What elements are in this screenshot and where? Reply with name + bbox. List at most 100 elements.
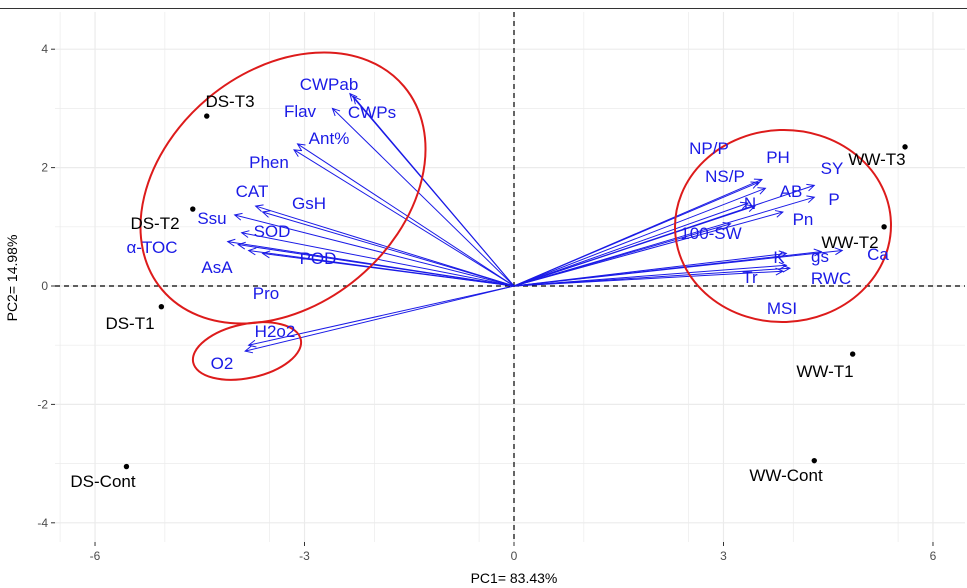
arrowhead-pro: [247, 247, 257, 256]
arrowhead-flav: [331, 107, 341, 117]
arrow-ns-p: [513, 181, 759, 287]
variable-label-pn: Pn: [793, 210, 814, 229]
point-ds-t3: [204, 113, 210, 119]
arrowhead-rwc: [778, 261, 788, 270]
y-tick-label: 4: [41, 42, 48, 56]
arrowhead-o2: [244, 345, 254, 354]
point-ww-t1: [849, 351, 856, 357]
arrowhead-p: [806, 195, 816, 203]
variable-label-alpha-toc: α-TOC: [126, 238, 177, 257]
point-ds-t2: [190, 206, 196, 212]
axis-ticks: -6 -3 0 3 6 -4 -2 0 2 4: [37, 42, 936, 563]
arrow-pro: [248, 249, 515, 287]
variable-label-sod: SOD: [254, 222, 291, 241]
variable-label-ssu: Ssu: [197, 209, 226, 228]
x-axis-title: PC1= 83.43%: [471, 570, 558, 586]
arrowhead-n: [746, 204, 757, 213]
variable-label-asa: AsA: [201, 258, 233, 277]
variable-label-sy: SY: [821, 159, 844, 178]
y-tick-label: 0: [41, 279, 48, 293]
variable-label-h2o2: H2o2: [255, 322, 296, 341]
observation-labels: DS-T3 DS-T2 DS-T1 DS-Cont WW-T3 WW-T2 WW-T1 WW-…: [70, 92, 905, 491]
arrow-n: [513, 205, 756, 287]
arrow-rwc: [513, 264, 787, 287]
x-tick-label: 6: [930, 549, 937, 563]
variable-label-o2: O2: [211, 354, 234, 373]
x-tick-label: 3: [720, 549, 727, 563]
axis-titles: PC1= 83.43% PC2= 14.98%: [4, 235, 557, 586]
variable-label-ca: Ca: [867, 245, 889, 264]
point-ww-t2: [881, 224, 887, 230]
variable-label-msi: MSI: [767, 299, 797, 318]
arrow-msi: [513, 270, 783, 287]
arrowhead-pod: [261, 250, 271, 259]
arrowhead-asa: [237, 241, 246, 250]
arrow-pn: [513, 211, 783, 287]
arrowhead-cwps: [352, 95, 361, 105]
y-tick-label: 2: [41, 161, 48, 175]
arrow-asa: [238, 244, 515, 287]
point-ww-t3: [902, 144, 908, 150]
variable-label-phen: Phen: [249, 153, 289, 172]
observation-label-ds-cont: DS-Cont: [70, 472, 135, 491]
variable-label-gs: gs: [811, 247, 829, 266]
arrowhead-100-sw: [722, 221, 732, 230]
arrowhead-msi: [775, 267, 784, 276]
variable-label-ph: PH: [766, 148, 790, 167]
variable-label-pod: POD: [300, 249, 337, 268]
arrowhead-sod: [240, 230, 250, 238]
variable-label-p: P: [828, 190, 839, 209]
arrowhead-sy: [806, 183, 816, 192]
zero-reference-lines: [55, 12, 965, 542]
ellipse-ds-antioxidants: [139, 51, 427, 325]
variable-label-cwps: CWPs: [348, 103, 396, 122]
arrow-cwps: [353, 96, 515, 287]
ellipse-ros: [191, 321, 303, 381]
arrowhead-ant-pct: [296, 143, 306, 152]
observation-label-ww-t1: WW-T1: [796, 362, 853, 381]
x-tick-label: -6: [90, 549, 101, 563]
arrowhead-gs: [813, 248, 823, 257]
arrow-100-sw: [513, 223, 731, 287]
variable-label-tr: Tr: [742, 268, 758, 287]
point-ww-cont: [811, 457, 817, 464]
y-tick-label: -2: [37, 397, 48, 411]
arrowhead-ssu: [233, 212, 243, 221]
point-ds-t1: [158, 304, 165, 310]
observation-label-ww-t2: WW-T2: [821, 233, 878, 252]
arrowhead-h2o2: [247, 339, 257, 348]
arrow-cat: [255, 205, 515, 287]
y-tick-label: -4: [37, 516, 48, 530]
group-ellipses: [139, 51, 892, 381]
variable-label-rwc: RWC: [811, 269, 851, 288]
x-tick-label: -3: [299, 549, 310, 563]
arrowhead-alpha-toc: [226, 238, 236, 247]
arrow-ab: [513, 202, 749, 287]
y-axis-title: PC2= 14.98%: [4, 235, 20, 322]
arrow-flav: [332, 108, 515, 287]
arrow-phen: [293, 149, 515, 287]
arrow-h2o2: [248, 285, 515, 346]
variable-label-cat: CAT: [236, 182, 269, 201]
variable-label-ns-p: NS/P: [705, 167, 745, 186]
ellipse-ww-traits: [674, 128, 892, 324]
arrowhead-cat: [254, 204, 264, 212]
arrow-ant-pct: [297, 143, 515, 287]
variable-label-n: N: [744, 194, 756, 213]
arrow-ssu: [234, 214, 515, 287]
arrowhead-ph: [757, 187, 767, 195]
variable-label-cwpab: CWPab: [300, 75, 359, 94]
variable-labels: CWPab CWPs Flav Ant% Phen CAT GsH Ssu SOD α-TOC As…: [126, 75, 889, 373]
variable-label-ant-pct: Ant%: [309, 129, 350, 148]
arrow-o2: [245, 285, 515, 352]
observation-points: [123, 113, 908, 470]
arrowhead-np-p: [753, 178, 763, 186]
arrowhead-pn: [774, 210, 784, 218]
observation-label-ds-t3: DS-T3: [205, 92, 254, 111]
observation-label-ds-t1: DS-T1: [105, 314, 154, 333]
arrowhead-ca: [834, 247, 844, 256]
observation-label-ds-t2: DS-T2: [130, 214, 179, 233]
loading-arrows: [226, 92, 844, 354]
